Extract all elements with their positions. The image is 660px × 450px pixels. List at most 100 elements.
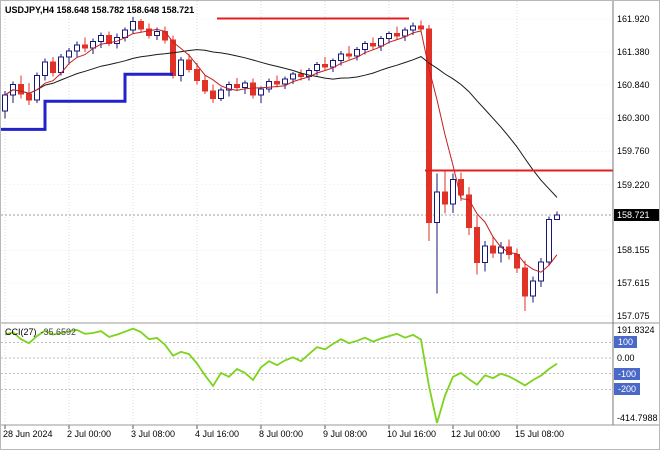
time-axis-label: 10 Jul 16:00 [387, 429, 437, 439]
candle-bull [258, 88, 264, 96]
candle-bull [330, 60, 336, 68]
candle-bear [106, 35, 112, 45]
candle-bear [298, 73, 304, 78]
candle-bear [522, 267, 528, 297]
symbol-ohlc-label: USDJPY,H4 158.648 158.782 158.648 158.72… [5, 5, 195, 15]
candle-bear [138, 20, 144, 30]
price-axis-label: 161.380 [617, 47, 650, 57]
candle-bear [322, 63, 328, 68]
candle-bull [130, 20, 136, 31]
candle-bear [250, 82, 256, 96]
candle-bull [42, 61, 48, 76]
support-step-line[interactable] [1, 72, 173, 131]
candle-bull [226, 84, 232, 91]
price-axis-label: 159.220 [617, 180, 650, 190]
price-axis-label: 160.300 [617, 113, 650, 123]
candle-bear [202, 79, 208, 92]
price-axis-label: 158.155 [617, 245, 650, 255]
current-price-badge: 158.721 [614, 209, 659, 221]
candle-bull [98, 35, 104, 43]
candle-bull [2, 94, 8, 112]
candle-bull [450, 179, 456, 205]
candle-bear [26, 93, 32, 101]
cci-indicator-label: CCI(27) -35.6592 [5, 327, 76, 337]
candle-bear [394, 33, 400, 37]
time-axis-label: 3 Jul 08:00 [131, 429, 176, 439]
candle-bear [274, 81, 280, 85]
candle-bull [74, 44, 80, 52]
candle-bear [170, 39, 176, 76]
cci-value: -35.6592 [40, 327, 77, 337]
cci-line [4, 327, 558, 424]
cci-min-label: -414.7988 [617, 413, 658, 423]
price-axis-label: 161.920 [617, 14, 650, 24]
candle-bull [178, 59, 184, 76]
time-axis-label: 12 Jul 00:00 [451, 429, 501, 439]
time-axis-label: 28 Jun 2024 [3, 429, 53, 439]
cci-pane[interactable] [1, 326, 613, 425]
candle-bull [362, 43, 368, 51]
time-axis[interactable] [1, 426, 660, 450]
candle-bull [530, 280, 536, 297]
candle-bear [370, 43, 376, 47]
cci-level-badge: -200 [614, 383, 641, 395]
cci-max-label: 191.8324 [617, 325, 655, 335]
price-axis-label: 157.075 [617, 311, 650, 321]
candle-bear [234, 84, 240, 89]
candle-bull [218, 89, 224, 100]
candle-bear [474, 226, 480, 263]
candle-bull [58, 56, 64, 73]
cci-zero-label: 0.00 [617, 353, 635, 363]
candle-bull [290, 73, 296, 80]
price-axis-label: 160.840 [617, 80, 650, 90]
candle-bull [410, 25, 416, 31]
time-axis-label: 9 Jul 08:00 [323, 429, 368, 439]
candle-bear [18, 84, 24, 95]
candle-bull [482, 245, 488, 263]
candle-bull [266, 81, 272, 90]
time-axis-label: 15 Jul 08:00 [515, 429, 565, 439]
candle-bear [82, 44, 88, 49]
ma-slow-line [4, 49, 558, 198]
candle-bear [490, 245, 496, 254]
candle-bull [354, 49, 360, 57]
price-axis-label: 157.615 [617, 278, 650, 288]
candle-bull [90, 41, 96, 49]
candle-bull [402, 29, 408, 37]
ma-fast-line [4, 28, 558, 273]
candle-bull [314, 63, 320, 72]
candle-bear [346, 53, 352, 57]
candle-bull [34, 74, 40, 101]
candle-bull [554, 214, 560, 221]
time-axis-label: 4 Jul 16:00 [195, 429, 240, 439]
time-axis-label: 8 Jul 00:00 [259, 429, 304, 439]
candle-bear [466, 194, 472, 228]
main-chart-pane[interactable] [1, 1, 613, 323]
candle-bear [442, 191, 448, 205]
candle-bear [506, 246, 512, 255]
candle-bear [146, 28, 152, 37]
candle-bear [50, 61, 56, 73]
candle-bull [386, 33, 392, 40]
candle-bear [418, 25, 424, 30]
candle-bear [186, 59, 192, 70]
time-axis-label: 2 Jul 00:00 [67, 429, 112, 439]
candle-bear [426, 28, 432, 224]
cci-level-badge: -100 [614, 368, 641, 380]
candle-bear [162, 30, 168, 41]
candle-bull [282, 78, 288, 85]
candle-bull [154, 30, 160, 37]
candle-bear [210, 90, 216, 100]
cci-level-badge: 100 [614, 336, 638, 348]
cci-name: CCI(27) [5, 327, 37, 337]
candle-bear [194, 68, 200, 81]
price-axis-label: 159.760 [617, 146, 650, 156]
candle-bull [378, 38, 384, 47]
candle-bull [546, 219, 552, 263]
candle-bull [242, 82, 248, 89]
candle-bull [66, 50, 72, 58]
candle-bull [434, 191, 440, 224]
candle-bull [338, 53, 344, 62]
